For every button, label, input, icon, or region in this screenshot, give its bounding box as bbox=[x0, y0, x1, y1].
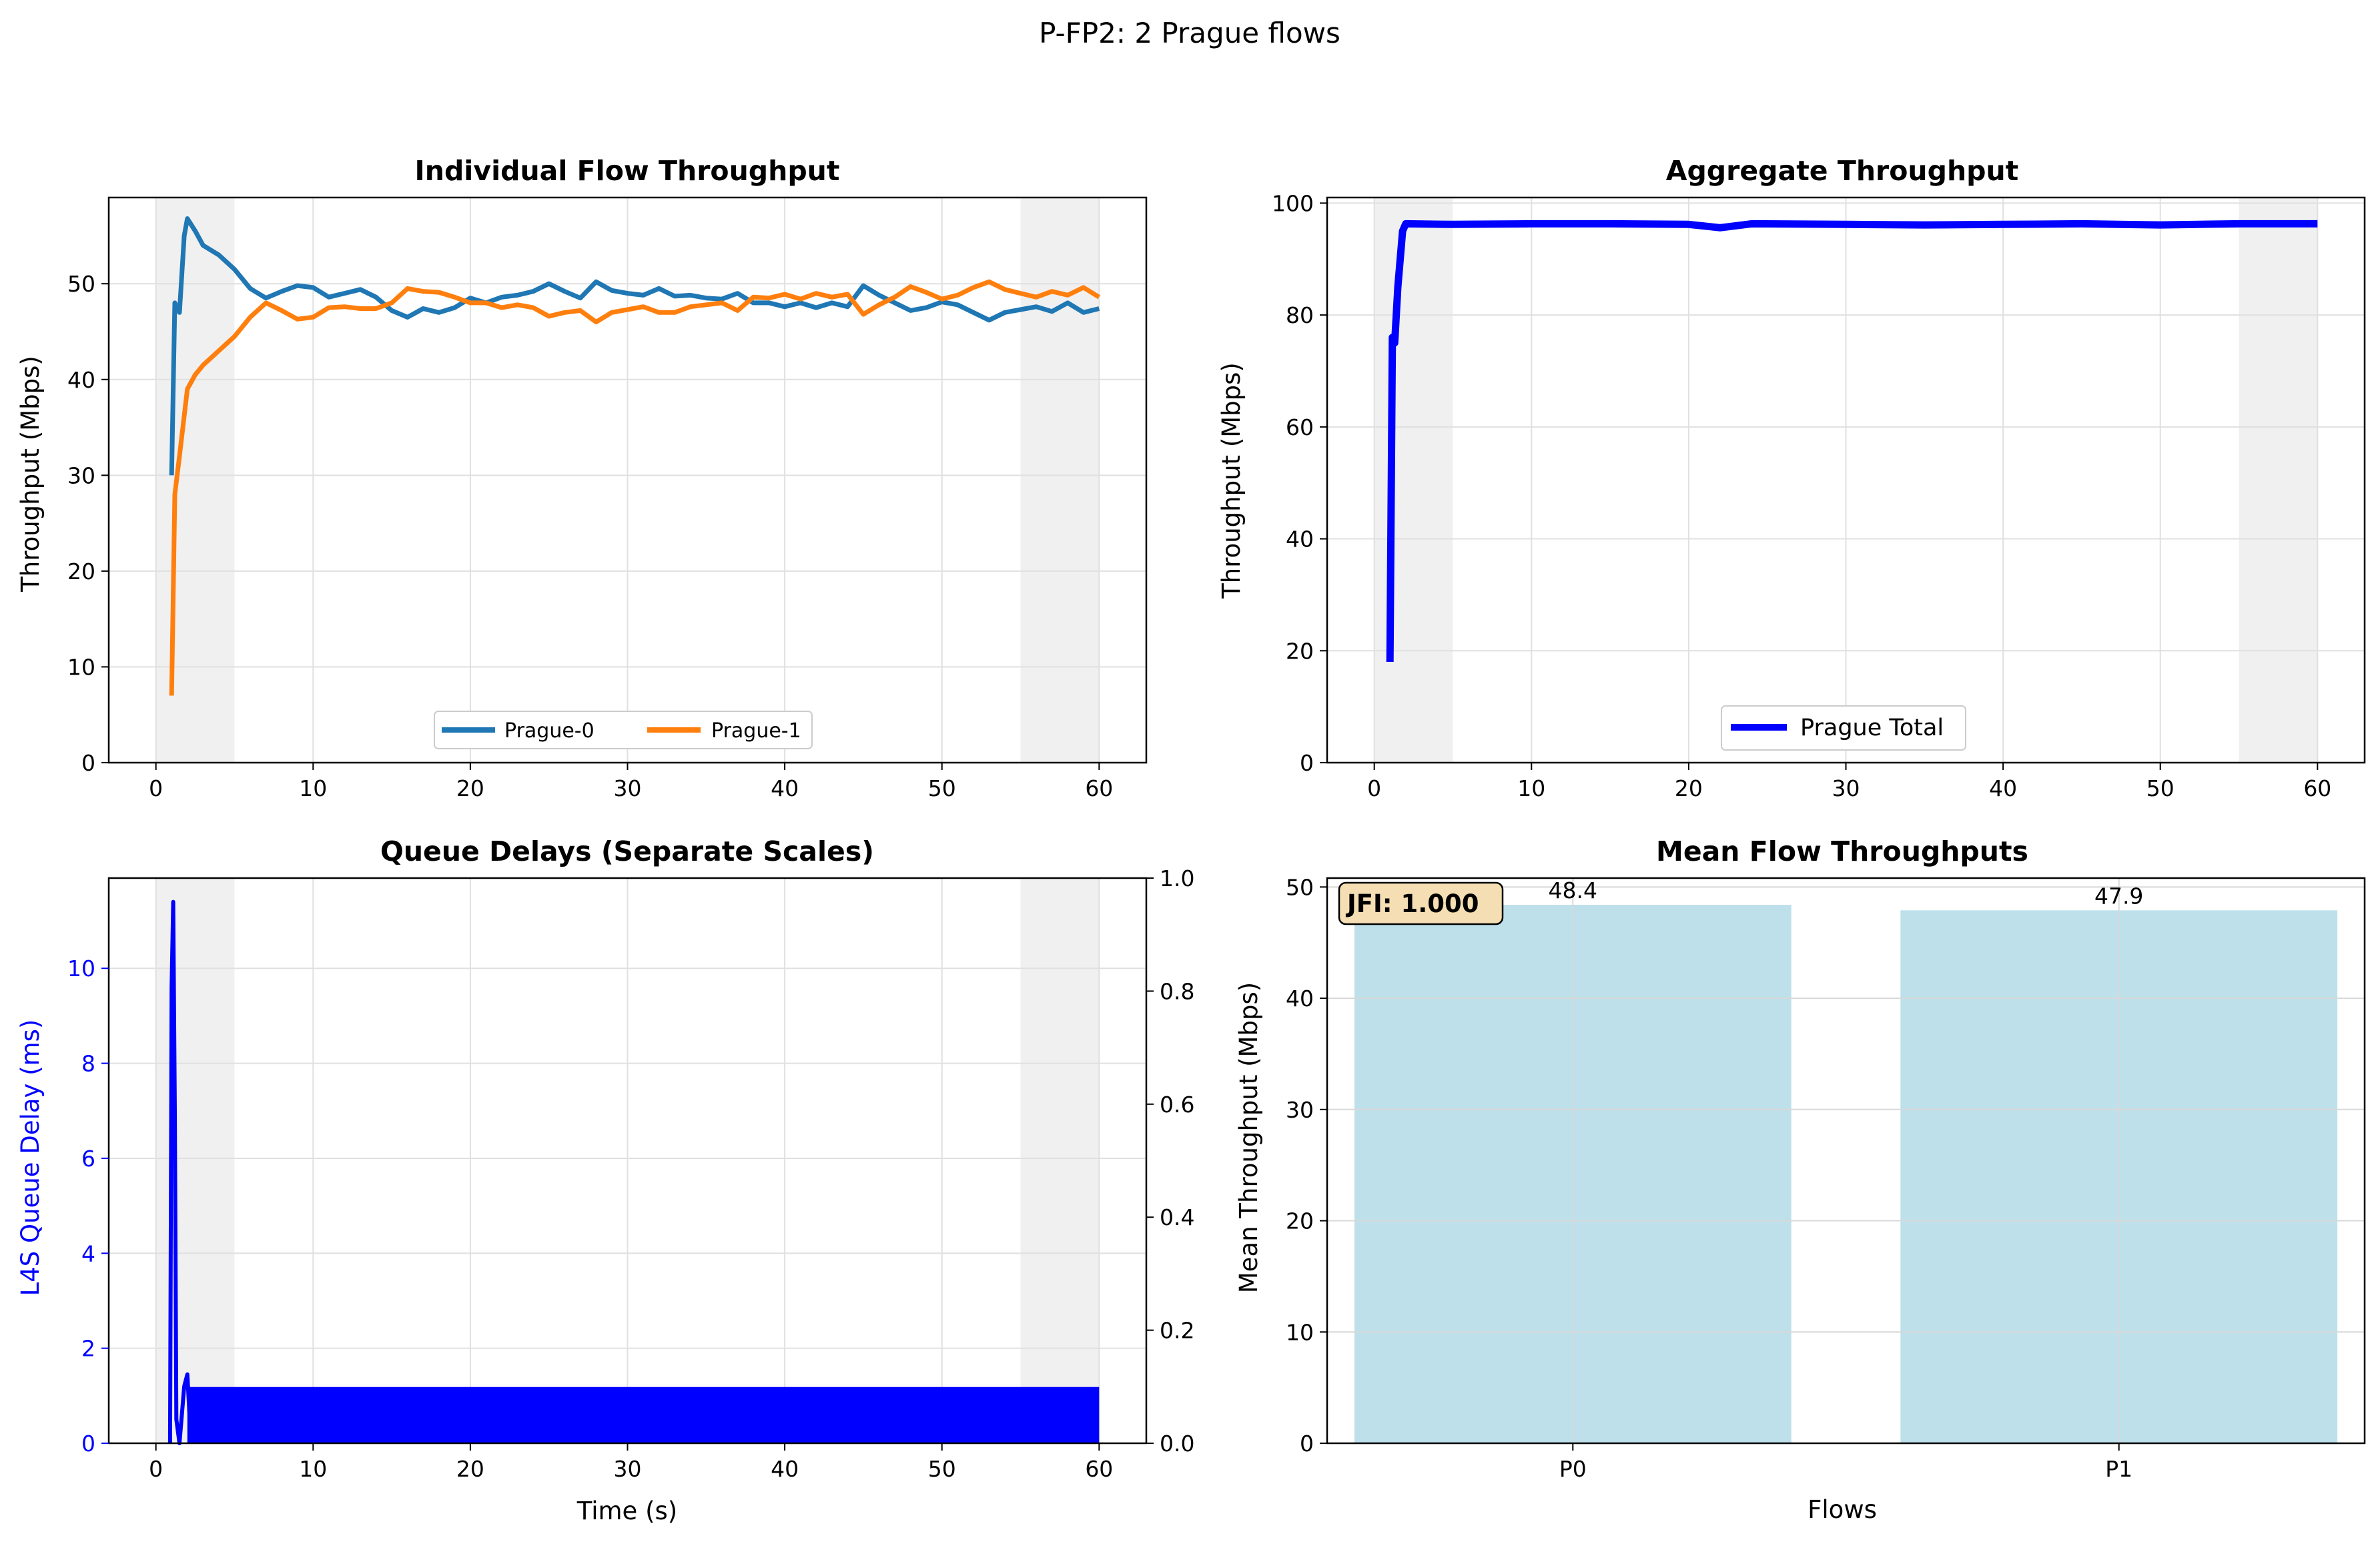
aggregate-x-tick-label: 0 bbox=[1367, 775, 1381, 801]
individual-y-tick-label: 50 bbox=[67, 271, 95, 297]
means-x-tick-label-p0: P0 bbox=[1559, 1456, 1587, 1482]
means-ylabel: Mean Throughput (Mbps) bbox=[1234, 982, 1263, 1293]
queue-ylabel: L4S Queue Delay (ms) bbox=[16, 1020, 45, 1296]
queue-x-tick-label: 50 bbox=[928, 1456, 956, 1482]
individual-shaded-region-0 bbox=[155, 198, 235, 763]
individual-ylabel: Throughput (Mbps) bbox=[16, 356, 45, 593]
individual-plot-area: 0 10 20 30 40 50 60 0 10 20 30 40 50 bbox=[67, 196, 1148, 801]
mean-throughputs-panel: Mean Flow Throughputs Mean Throughput (M… bbox=[1234, 835, 2366, 1524]
queue-x-tick-label: 10 bbox=[299, 1456, 327, 1482]
aggregate-x-tick-label: 50 bbox=[2146, 775, 2174, 801]
queue-y-tick-label: 10 bbox=[67, 955, 95, 982]
means-y-tick-label: 0 bbox=[1300, 1431, 1314, 1457]
means-axes-frame bbox=[1326, 877, 2366, 1445]
aggregate-x-tick-label: 60 bbox=[2303, 775, 2331, 801]
means-x-tick-label-p1: P1 bbox=[2105, 1456, 2132, 1482]
individual-x-tick-label: 10 bbox=[299, 775, 327, 801]
queue-l4s-spike-line bbox=[167, 899, 193, 1445]
queue-y-tick-label: 2 bbox=[81, 1336, 95, 1362]
queue-x-tick-label: 40 bbox=[771, 1456, 799, 1482]
means-y-tick-label: 30 bbox=[1286, 1097, 1314, 1123]
queue-xlabel: Time (s) bbox=[576, 1497, 677, 1525]
aggregate-y-tick-label: 40 bbox=[1286, 526, 1314, 552]
individual-x-tick-label: 40 bbox=[771, 775, 799, 801]
aggregate-x-tick-label: 10 bbox=[1517, 775, 1545, 801]
aggregate-title: Aggregate Throughput bbox=[1666, 155, 2019, 187]
individual-y-tick-label: 0 bbox=[81, 750, 95, 776]
queue-y-tick-label: 6 bbox=[81, 1146, 95, 1172]
aggregate-plot-area: 0 10 20 30 40 50 60 0 20 40 60 80 100 bbox=[1272, 190, 2366, 801]
aggregate-y-tick-label: 20 bbox=[1286, 638, 1314, 664]
means-y-tick-label: 50 bbox=[1286, 874, 1314, 900]
individual-y-tick-label: 20 bbox=[67, 558, 95, 585]
queue-x-tick-label: 20 bbox=[456, 1456, 484, 1482]
aggregate-series-prague-total-line bbox=[1386, 220, 2318, 663]
aggregate-x-tick-label: 30 bbox=[1832, 775, 1860, 801]
queue-y-tick-label: 0 bbox=[81, 1431, 95, 1457]
means-title: Mean Flow Throughputs bbox=[1656, 835, 2028, 867]
figure-suptitle: P-FP2: 2 Prague flows bbox=[1039, 17, 1340, 49]
means-value-label-p0: 48.4 bbox=[1549, 877, 1597, 903]
aggregate-x-tick-label: 40 bbox=[1989, 775, 2017, 801]
queue-y2-tick-label: 0.6 bbox=[1160, 1092, 1194, 1118]
prague-1-legend-label: Prague-1 bbox=[711, 719, 801, 743]
queue-title: Queue Delays (Separate Scales) bbox=[380, 835, 874, 867]
queue-l4s-band bbox=[187, 1387, 1100, 1443]
queue-shaded-region-1 bbox=[1020, 878, 1100, 1443]
individual-x-tick-label: 20 bbox=[456, 775, 484, 801]
individual-throughput-panel: Individual Flow Throughput Throughput (M… bbox=[16, 155, 1148, 801]
individual-x-tick-label: 30 bbox=[614, 775, 642, 801]
queue-y2-tick-label: 0.0 bbox=[1160, 1431, 1194, 1457]
means-y-tick-label: 10 bbox=[1286, 1319, 1314, 1345]
queue-y2-tick-label: 0.8 bbox=[1160, 978, 1194, 1004]
aggregate-shaded-region-1 bbox=[2239, 198, 2318, 763]
individual-series-prague-0-line bbox=[169, 216, 1100, 476]
queue-y-tick-label: 8 bbox=[81, 1051, 95, 1077]
aggregate-y-tick-label: 80 bbox=[1286, 302, 1314, 328]
prague-0-legend-label: Prague-0 bbox=[504, 719, 594, 743]
individual-legend-box bbox=[434, 711, 813, 749]
queue-x-tick-label: 60 bbox=[1085, 1456, 1113, 1482]
individual-legend: Prague-0 Prague-1 bbox=[434, 711, 813, 749]
queue-y-tick-label: 4 bbox=[81, 1240, 95, 1266]
aggregate-y-tick-label: 100 bbox=[1272, 190, 1314, 216]
queue-plot-area: 0 10 20 30 40 50 60 0 2 4 6 8 10 0.0 0.2 0.4 0.6 0.8 1.0 bbox=[67, 865, 1194, 1482]
queue-y2-tick-label: 1.0 bbox=[1160, 865, 1194, 891]
means-plot-area: 48.4 47.9 P0 P1 0 10 20 30 40 50 bbox=[1286, 874, 2366, 1482]
individual-y-tick-label: 10 bbox=[67, 654, 95, 680]
queue-x-tick-label: 0 bbox=[149, 1456, 163, 1482]
individual-x-tick-label: 60 bbox=[1085, 775, 1113, 801]
jfi-annotation: JFI: 1.000 bbox=[1338, 881, 1504, 925]
aggregate-x-tick-label: 20 bbox=[1675, 775, 1703, 801]
means-xlabel: Flows bbox=[1808, 1495, 1877, 1524]
individual-y-tick-label: 30 bbox=[67, 462, 95, 488]
aggregate-y-tick-label: 0 bbox=[1300, 750, 1314, 776]
aggregate-shaded-region-0 bbox=[1374, 198, 1453, 763]
individual-x-tick-label: 50 bbox=[928, 775, 956, 801]
means-y-tick-label: 40 bbox=[1286, 986, 1314, 1012]
queue-y2-tick-label: 0.4 bbox=[1160, 1204, 1194, 1230]
aggregate-ylabel: Throughput (Mbps) bbox=[1217, 362, 1246, 599]
aggregate-legend: Prague Total bbox=[1721, 705, 1966, 751]
individual-shaded-region-1 bbox=[1020, 198, 1100, 763]
individual-series-prague-1-line bbox=[169, 279, 1101, 696]
means-value-label-p1: 47.9 bbox=[2094, 883, 2143, 909]
queue-delays-panel: Queue Delays (Separate Scales) L4S Queue… bbox=[16, 835, 1194, 1525]
means-y-tick-label: 20 bbox=[1286, 1208, 1314, 1234]
individual-title: Individual Flow Throughput bbox=[415, 155, 840, 187]
prague-total-legend-label: Prague Total bbox=[1800, 715, 1944, 741]
jfi-text: JFI: 1.000 bbox=[1345, 889, 1479, 918]
aggregate-y-tick-label: 60 bbox=[1286, 414, 1314, 440]
individual-y-tick-label: 40 bbox=[67, 367, 95, 393]
aggregate-throughput-panel: Aggregate Throughput Throughput (Mbps) 0… bbox=[1217, 155, 2366, 801]
queue-y2-tick-label: 0.2 bbox=[1160, 1318, 1194, 1344]
jfi-box bbox=[1338, 881, 1504, 925]
queue-shaded-region-0 bbox=[155, 878, 235, 1443]
queue-x-tick-label: 30 bbox=[614, 1456, 642, 1482]
individual-x-tick-label: 0 bbox=[149, 775, 163, 801]
aggregate-legend-box bbox=[1721, 705, 1966, 751]
